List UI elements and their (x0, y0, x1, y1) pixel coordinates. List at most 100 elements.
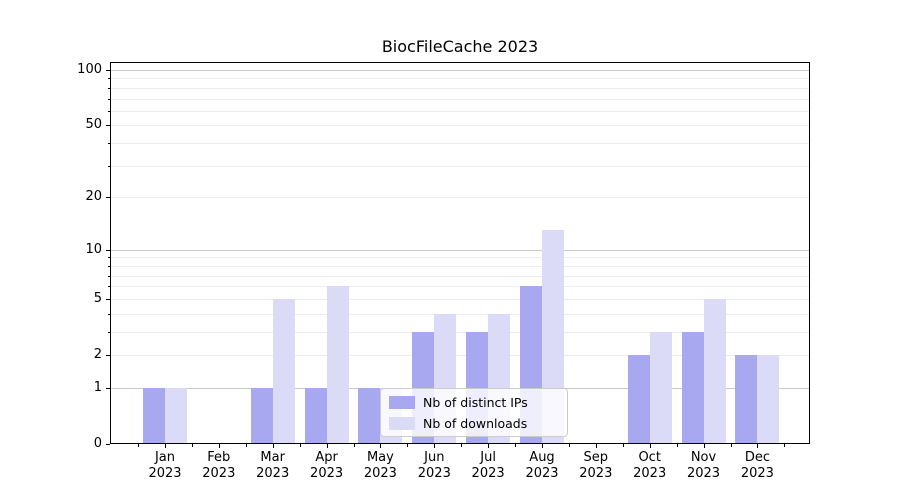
y-tick-label-20: 20 (85, 189, 102, 205)
y-tick-mark-20 (106, 197, 110, 199)
x-minor-tick-mark-8 (568, 444, 570, 447)
y-tick-mark-100 (106, 70, 110, 71)
x-tick-mark-may (380, 444, 382, 448)
y-minor-tick-mark-7 (107, 275, 110, 277)
bar-distinct-ips-may (358, 387, 381, 444)
y-tick-label-2: 2 (93, 347, 102, 362)
gridline-minor-70 (111, 98, 809, 100)
y-tick-mark-10 (106, 249, 110, 251)
x-minor-tick-mark-2 (245, 444, 247, 447)
y-tick-mark-50 (106, 125, 110, 127)
x-minor-tick-mark-9 (622, 444, 624, 447)
y-tick-mark-1 (106, 387, 110, 389)
x-minor-tick-mark-6 (461, 444, 463, 447)
gridline-minor-4 (111, 313, 809, 315)
x-tick-mark-jan (165, 444, 166, 448)
x-tick-mark-nov (703, 444, 705, 448)
y-minor-tick-mark-3 (107, 331, 110, 333)
x-tick-mark-dec (757, 444, 759, 448)
x-tick-label-jun: Jun 2023 (417, 450, 451, 481)
gridline-minor-3 (111, 331, 809, 333)
bar-distinct-ips-dec (735, 355, 758, 444)
y-tick-label-50: 50 (85, 117, 102, 133)
x-minor-tick-mark-1 (191, 444, 193, 447)
y-tick-mark-5 (106, 298, 110, 300)
gridline-major-100 (111, 70, 809, 71)
legend-swatch-downloads (389, 417, 415, 430)
x-tick-mark-apr (326, 444, 328, 448)
y-minor-tick-mark-80 (107, 87, 110, 89)
x-minor-tick-mark-5 (407, 444, 409, 447)
bar-downloads-oct (649, 331, 672, 444)
x-tick-mark-feb (218, 444, 220, 448)
y-tick-label-5: 5 (93, 290, 102, 306)
gridline-minor-20 (111, 197, 809, 199)
legend: Nb of distinct IPs Nb of downloads (380, 388, 568, 437)
legend-item-distinct-ips: Nb of distinct IPs (389, 392, 528, 413)
y-minor-tick-mark-60 (107, 110, 110, 112)
x-tick-label-oct: Oct 2023 (633, 450, 667, 481)
x-tick-mark-mar (272, 444, 274, 448)
y-minor-tick-mark-40 (107, 143, 110, 145)
gridline-minor-40 (111, 143, 809, 145)
x-tick-label-apr: Apr 2023 (310, 450, 344, 481)
x-tick-label-mar: Mar 2023 (256, 450, 290, 481)
gridline-minor-60 (111, 110, 809, 112)
x-tick-label-aug: Aug 2023 (525, 450, 559, 481)
chart-title: BiocFileCache 2023 (381, 37, 539, 56)
gridline-minor-8 (111, 265, 809, 267)
x-tick-label-may: May 2023 (363, 450, 397, 481)
y-minor-tick-mark-8 (107, 265, 110, 267)
bar-downloads-jan (165, 387, 187, 444)
y-minor-tick-mark-90 (107, 78, 110, 80)
legend-item-downloads: Nb of downloads (389, 413, 527, 434)
gridline-minor-50 (111, 125, 809, 127)
gridline-minor-30 (111, 165, 809, 167)
bar-distinct-ips-jan (143, 387, 165, 444)
bar-distinct-ips-apr (304, 387, 327, 444)
x-minor-tick-mark-11 (730, 444, 732, 447)
x-minor-tick-mark-12 (784, 444, 786, 447)
x-tick-label-dec: Dec 2023 (740, 450, 774, 481)
bar-distinct-ips-nov (681, 331, 704, 444)
y-tick-label-100: 100 (77, 62, 102, 77)
y-tick-mark-2 (106, 355, 110, 356)
y-minor-tick-mark-30 (107, 165, 110, 167)
x-tick-mark-sep (595, 444, 597, 448)
legend-label-downloads: Nb of downloads (423, 416, 528, 431)
y-tick-label-10: 10 (85, 241, 102, 257)
y-minor-tick-mark-6 (107, 286, 110, 288)
x-minor-tick-mark-3 (299, 444, 301, 447)
legend-label-distinct-ips: Nb of distinct IPs (423, 395, 528, 410)
y-tick-label-0: 0 (93, 436, 102, 451)
y-minor-tick-mark-4 (107, 313, 110, 315)
gridline-minor-5 (111, 298, 809, 300)
gridline-minor-80 (111, 87, 809, 89)
legend-swatch-distinct-ips (389, 396, 415, 409)
x-tick-mark-jul (488, 444, 490, 448)
bar-downloads-apr (326, 286, 349, 444)
x-tick-mark-jun (434, 444, 436, 448)
bar-downloads-mar (272, 298, 295, 444)
x-tick-label-feb: Feb 2023 (202, 450, 236, 481)
gridline-minor-6 (111, 286, 809, 288)
x-minor-tick-mark-10 (676, 444, 678, 447)
x-tick-mark-aug (542, 444, 543, 448)
x-minor-tick-mark-0 (138, 444, 140, 447)
gridline-minor-7 (111, 275, 809, 277)
x-minor-tick-mark-4 (353, 444, 355, 447)
bar-downloads-nov (703, 298, 726, 444)
x-tick-label-jan: Jan 2023 (148, 450, 182, 481)
bar-distinct-ips-oct (627, 355, 650, 444)
gridline-minor-2 (111, 355, 809, 356)
x-tick-label-nov: Nov 2023 (686, 450, 721, 481)
gridline-minor-9 (111, 257, 809, 259)
x-tick-mark-oct (649, 444, 651, 448)
x-minor-tick-mark-7 (515, 444, 516, 447)
x-tick-label-sep: Sep 2023 (579, 450, 613, 481)
x-tick-label-jul: Jul 2023 (471, 450, 505, 481)
bar-downloads-dec (757, 355, 780, 444)
y-minor-tick-mark-9 (107, 257, 110, 259)
y-tick-mark-0 (106, 444, 110, 445)
